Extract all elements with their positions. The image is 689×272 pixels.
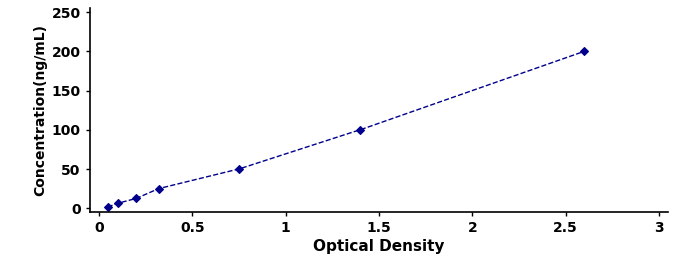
X-axis label: Optical Density: Optical Density	[313, 239, 444, 254]
Y-axis label: Concentration(ng/mL): Concentration(ng/mL)	[33, 24, 48, 196]
